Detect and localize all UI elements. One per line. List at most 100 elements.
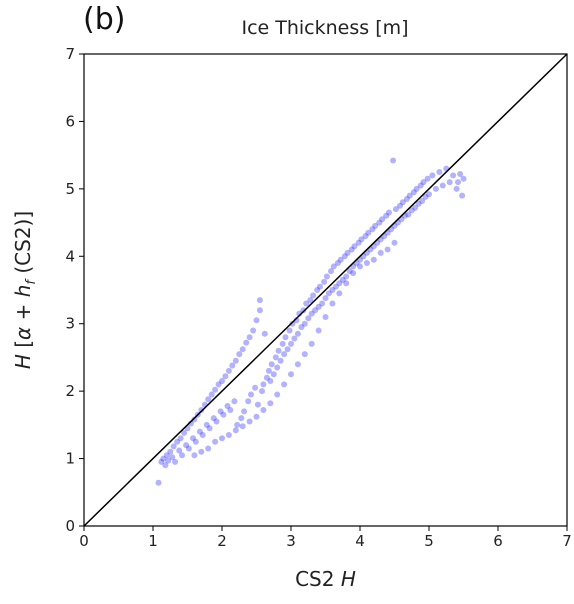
scatter-point: [219, 378, 225, 384]
scatter-point: [420, 179, 427, 186]
scatter-point: [300, 307, 307, 314]
scatter-point: [301, 320, 308, 327]
scatter-point: [386, 209, 392, 216]
scatter-point: [210, 415, 217, 422]
scatter-point: [253, 317, 260, 324]
scatter-point: [334, 260, 341, 266]
scatter-point: [291, 335, 298, 342]
scatter-point: [231, 398, 238, 405]
scatter-point: [355, 239, 362, 246]
chart-title: Ice Thickness [m]: [241, 17, 408, 39]
scatter-point: [208, 391, 215, 398]
scatter-point: [265, 367, 272, 374]
scatter-point: [252, 384, 259, 391]
scatter-point: [341, 253, 348, 260]
y-tick-label: 1: [65, 450, 75, 468]
scatter-point: [199, 432, 206, 438]
scatter-point: [220, 411, 227, 418]
scatter-point: [277, 357, 284, 364]
scatter-point: [294, 330, 301, 337]
scatter-point: [267, 400, 274, 407]
scatter-point: [288, 371, 294, 378]
scatter-point: [426, 191, 432, 198]
scatter-point: [253, 413, 260, 420]
scatter-point: [250, 327, 257, 334]
plot-area-frame: [83, 53, 568, 527]
y-tick-label: 5: [65, 180, 75, 198]
scatter-point: [329, 287, 336, 293]
scatter-point: [268, 361, 275, 368]
scatter-point: [185, 445, 192, 452]
scatter-point: [397, 202, 403, 209]
scatter-point: [289, 320, 296, 327]
scatter-point: [236, 351, 243, 358]
scatter-point: [322, 295, 329, 302]
scatter-point: [439, 182, 446, 189]
scatter-point: [351, 243, 358, 250]
scatter-point: [248, 391, 254, 398]
scatter-point: [408, 207, 415, 214]
scatter-point: [424, 175, 431, 182]
scatter-point: [339, 276, 346, 283]
scatter-point: [362, 233, 369, 240]
scatter-point: [343, 273, 350, 280]
scatter-point: [436, 169, 443, 175]
y-tick-label: 4: [65, 247, 75, 265]
scatter-point: [410, 189, 417, 196]
scatter-point: [270, 371, 277, 378]
scatter-point: [322, 314, 329, 320]
scatter-point: [212, 386, 219, 393]
scatter-point: [275, 347, 282, 354]
scatter-point: [256, 297, 263, 304]
scatter-point: [198, 448, 205, 455]
scatter-point: [263, 374, 270, 381]
scatter-point: [169, 454, 176, 461]
scatter-point: [174, 438, 181, 445]
scatter-point: [222, 373, 229, 380]
scatter-point: [429, 172, 436, 179]
scatter-point: [239, 346, 246, 353]
scatter-point: [217, 408, 224, 415]
scatter-point: [165, 457, 172, 464]
scatter-point: [455, 179, 461, 186]
scatter-point: [196, 428, 203, 435]
x-tick-label: 1: [148, 532, 158, 550]
scatter-point: [344, 249, 351, 256]
scatter-point: [272, 354, 279, 361]
scatter-point: [391, 239, 398, 246]
scatter-point: [315, 327, 322, 334]
scatter-point: [198, 407, 205, 413]
scatter-point: [274, 391, 281, 398]
scatter-point: [167, 448, 174, 455]
scatter-point: [224, 403, 231, 409]
scatter-point: [227, 407, 234, 413]
scatter-point: [246, 418, 253, 425]
scatter-point: [319, 300, 326, 307]
scatter-point: [460, 175, 467, 182]
scatter-point: [392, 206, 399, 213]
scatter-point: [177, 435, 184, 442]
scatter-point: [288, 340, 294, 347]
scatter-point: [181, 429, 188, 436]
scatter-point: [206, 425, 213, 432]
scatter-point: [372, 222, 379, 229]
scatter-point: [160, 455, 167, 462]
scatter-point: [172, 458, 179, 465]
y-tick-label: 7: [65, 45, 75, 63]
scatter-point: [363, 260, 370, 266]
scatter-point: [417, 182, 424, 189]
scatter-point: [315, 303, 322, 310]
scatter-point: [422, 193, 429, 200]
scatter-point: [260, 381, 267, 388]
scatter-point: [384, 246, 391, 253]
scatter-point: [390, 157, 397, 164]
scatter-point: [308, 310, 315, 317]
scatter-point: [284, 346, 291, 353]
scatter-point: [232, 427, 239, 434]
scatter-point: [259, 388, 265, 395]
scatter-point: [336, 280, 343, 287]
scatter-point: [282, 334, 289, 341]
scatter-point: [307, 297, 314, 304]
scatter-point: [254, 401, 261, 408]
